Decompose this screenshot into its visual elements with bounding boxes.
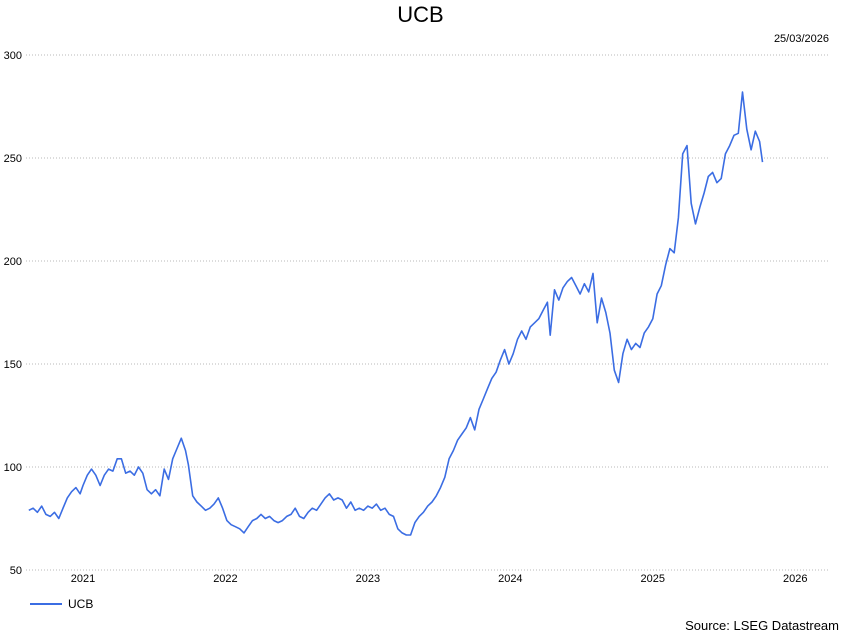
legend-swatch-ucb bbox=[30, 603, 62, 605]
y-tick-label: 250 bbox=[4, 153, 22, 165]
y-tick-label: 50 bbox=[10, 565, 22, 577]
x-tick-label: 2025 bbox=[641, 573, 665, 585]
series-line-ucb bbox=[28, 91, 764, 536]
source-note: Source: LSEG Datastream bbox=[685, 618, 839, 633]
gridlines bbox=[26, 54, 828, 571]
x-tick-label: 2023 bbox=[356, 573, 380, 585]
y-tick-label: 300 bbox=[4, 50, 22, 62]
x-tick-label: 2022 bbox=[213, 573, 237, 585]
y-axis-ticks: 50 100 150 200 250 300 bbox=[4, 50, 22, 577]
y-tick-label: 150 bbox=[4, 359, 22, 371]
y-tick-label: 200 bbox=[4, 256, 22, 268]
x-tick-label: 2026 bbox=[783, 573, 807, 585]
x-tick-label: 2021 bbox=[71, 573, 95, 585]
x-axis-ticks: 2021 2022 2023 2024 2025 2026 bbox=[71, 573, 808, 585]
chart-title: UCB bbox=[397, 2, 444, 27]
legend-label-ucb: UCB bbox=[68, 597, 94, 611]
y-tick-label: 100 bbox=[4, 462, 22, 474]
x-tick-label: 2024 bbox=[498, 573, 522, 585]
legend: UCB bbox=[30, 597, 93, 611]
chart-date-label: 25/03/2026 bbox=[773, 33, 829, 45]
